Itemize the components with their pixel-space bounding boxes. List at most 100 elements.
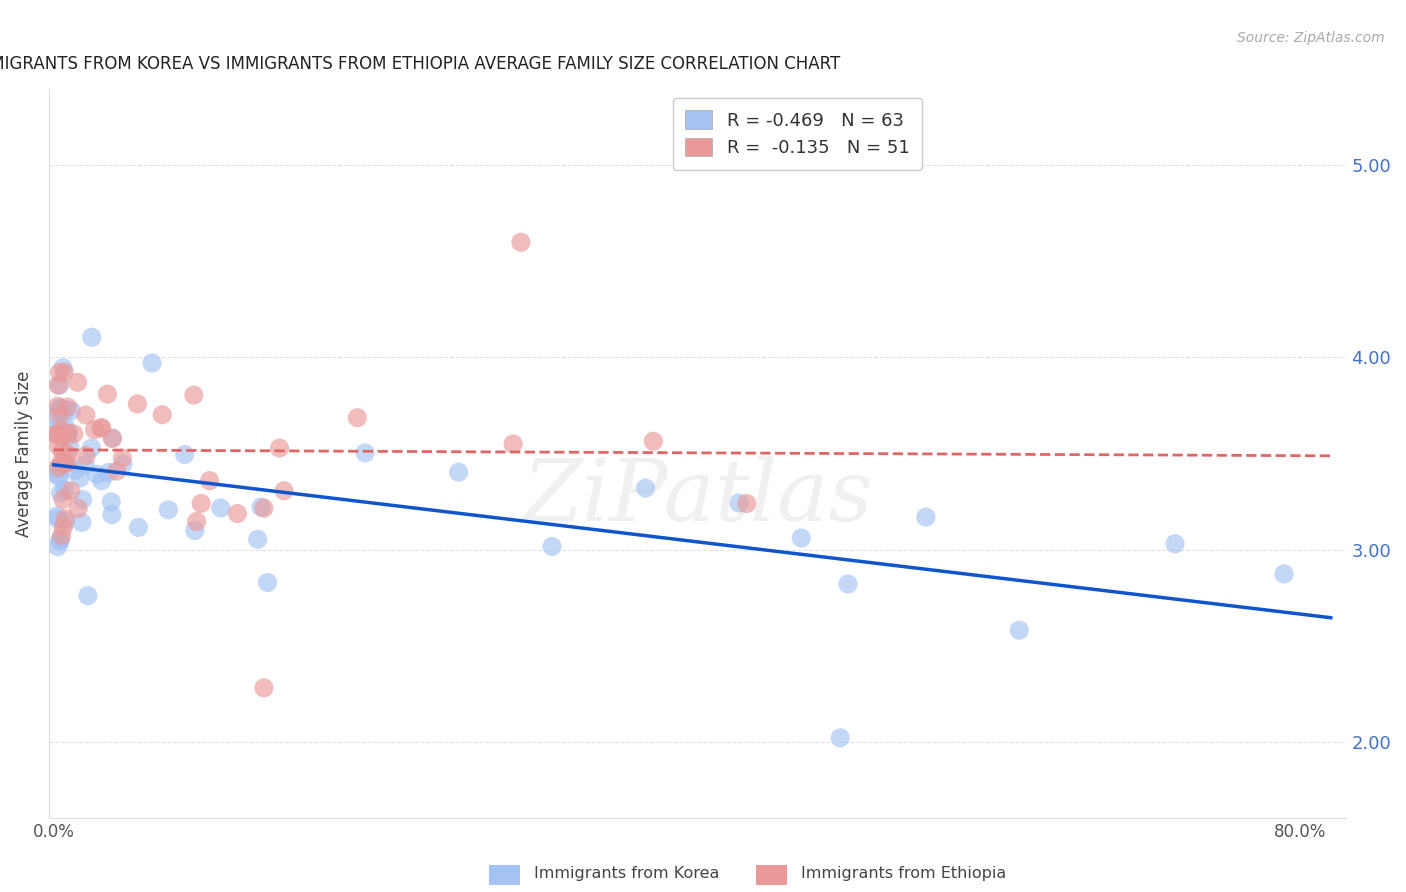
Point [346,410,368,425]
Point [76,589,98,603]
Point [728,496,751,510]
Point [59,441,82,455]
Point [354,446,377,460]
Point [173,448,195,462]
Point [186,515,208,529]
Point [44,409,66,423]
Point [273,483,295,498]
Point [49,455,72,469]
Point [101,432,124,446]
Point [830,731,852,745]
Point [56,447,79,461]
Point [48,469,70,483]
Point [1008,623,1031,637]
Point [198,474,221,488]
Point [52,520,75,534]
Point [45,426,67,441]
Point [51,443,73,458]
Point [90,421,112,435]
Point [48,366,70,380]
Point [209,500,232,515]
Point [101,508,124,522]
Point [509,235,531,250]
Point [111,451,134,466]
Point [48,439,70,453]
Point [56,426,79,441]
Point [111,458,134,472]
Point [80,330,103,344]
Point [634,481,657,495]
Point [51,528,73,542]
Point [183,388,205,402]
Point [253,681,276,695]
Point [52,492,75,507]
Point [45,427,67,442]
Point [46,540,69,554]
Point [49,424,72,438]
Point [48,378,70,392]
Point [190,496,212,510]
Point [127,397,149,411]
Point [55,402,77,417]
Point [52,425,75,439]
Point [46,508,69,523]
Point [45,427,67,442]
Point [53,483,76,497]
Point [48,417,70,432]
Legend: R = -0.469   N = 63, R =  -0.135   N = 51: R = -0.469 N = 63, R = -0.135 N = 51 [672,97,922,169]
Point [735,497,758,511]
Point [53,418,76,433]
Point [90,420,112,434]
Point [83,423,105,437]
Point [56,400,79,414]
Point [46,511,69,525]
Point [49,401,72,416]
Point [250,500,273,514]
Point [49,534,72,549]
Point [86,467,108,482]
Point [100,495,122,509]
Point [269,441,291,455]
Point [49,533,72,547]
Point [66,376,89,390]
Point [90,474,112,488]
Point [101,431,124,445]
Point [80,441,103,455]
Point [58,425,80,439]
Text: Source: ZipAtlas.com: Source: ZipAtlas.com [1237,31,1385,45]
Point [55,515,77,529]
Point [56,456,79,470]
Point [75,449,97,463]
Point [447,465,470,479]
Point [790,531,813,545]
Point [49,486,72,500]
Point [72,492,94,507]
Y-axis label: Average Family Size: Average Family Size [15,370,32,537]
Text: ZiPatlas: ZiPatlas [523,456,873,539]
Point [502,437,524,451]
Point [49,408,72,422]
Point [67,501,90,516]
Point [63,426,86,441]
Point [256,575,278,590]
Point [127,520,149,534]
Point [55,456,77,470]
Point [105,464,128,478]
Point [46,461,69,475]
Point [96,387,118,401]
Point [253,501,276,516]
Point [53,365,76,379]
Text: Immigrants from Ethiopia: Immigrants from Ethiopia [801,866,1007,881]
Text: IMMIGRANTS FROM KOREA VS IMMIGRANTS FROM ETHIOPIA AVERAGE FAMILY SIZE CORRELATIO: IMMIGRANTS FROM KOREA VS IMMIGRANTS FROM… [0,55,841,73]
Point [643,434,665,449]
Point [59,483,82,498]
Point [837,577,859,591]
Point [915,510,938,524]
Point [46,399,69,413]
Point [52,428,75,442]
Point [246,533,269,547]
Point [97,466,120,480]
Point [48,401,70,415]
Point [1164,537,1187,551]
Point [75,408,97,422]
